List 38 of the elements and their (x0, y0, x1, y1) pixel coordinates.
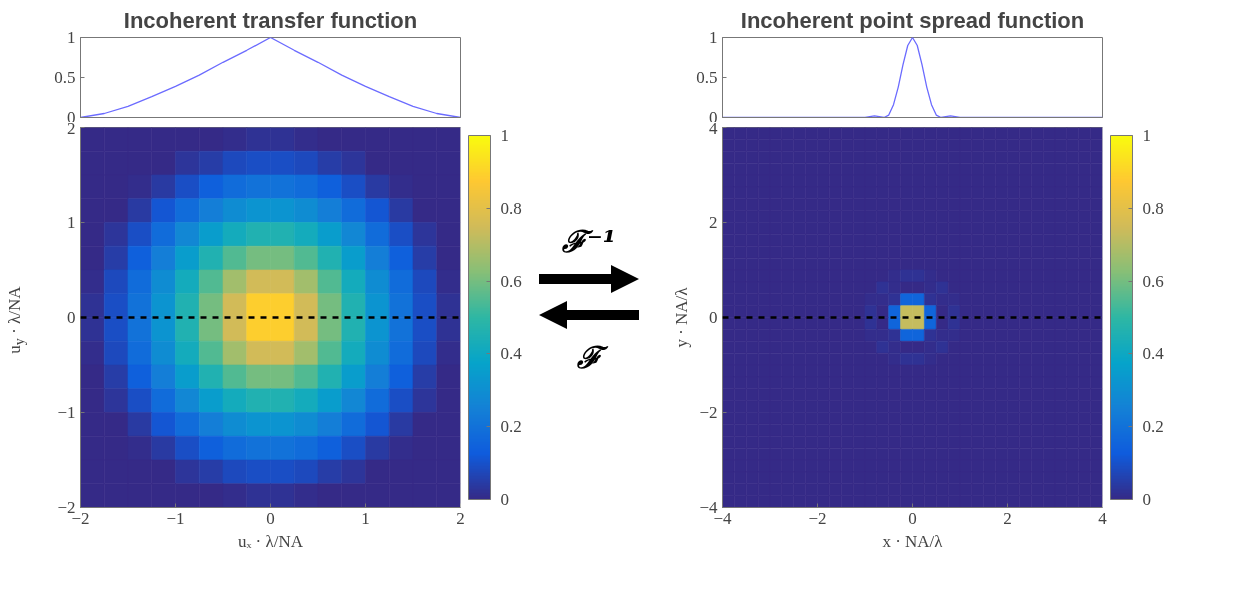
color-bar-label: 0.8 (500, 198, 522, 218)
color-bar-label: 0.8 (1142, 198, 1164, 218)
x-axis-title: x · NA/λ (882, 531, 944, 551)
x-tick-label: 2 (1003, 508, 1012, 528)
x-tick-label: 4 (1098, 508, 1108, 528)
x-tick-label: 0 (266, 508, 275, 528)
color-bar-label: 0.6 (500, 271, 522, 291)
y-tick-label: 0.5 (696, 68, 718, 87)
y-axis-title: y · NA/λ (672, 286, 692, 348)
color-bar-label: 0 (500, 490, 509, 509)
y-tick-label: 0.5 (54, 68, 76, 87)
color-bar-label: 0.4 (1142, 344, 1165, 364)
color-bar-label: 0.2 (500, 417, 522, 437)
color-bar-label: 0 (1142, 490, 1151, 509)
x-axis-title: uₓ · λ/NA (237, 531, 304, 551)
text: ℱ⁻¹ (561, 223, 617, 261)
y-tick-label: 1 (709, 28, 718, 47)
x-tick-label: 2 (456, 508, 465, 528)
chart-title: Incoherent point spread function (740, 7, 1085, 33)
y-tick-label: 0 (709, 308, 718, 327)
line-series (80, 37, 461, 118)
y-tick-label: 0 (67, 308, 76, 327)
color-bar-label: 0.4 (500, 344, 523, 364)
color-bar-label: 0.6 (1142, 271, 1164, 291)
x-tick-label: −1 (166, 508, 185, 528)
y-tick-label: −2 (699, 403, 718, 422)
y-tick-label: 1 (67, 28, 76, 47)
x-tick-label: 1 (361, 508, 370, 528)
y-tick-label: 1 (67, 213, 76, 232)
color-bar-label: 1 (500, 126, 509, 145)
y-tick-label: −1 (57, 403, 76, 422)
x-tick-label: 0 (908, 508, 917, 528)
text: ℱ (575, 339, 609, 377)
x-tick-label: −2 (808, 508, 827, 528)
y-tick-label: 2 (709, 213, 718, 232)
color-bar-label: 0.2 (1142, 417, 1164, 437)
color-bar-label: 1 (1142, 126, 1151, 145)
chart-title: Incoherent transfer function (123, 7, 418, 33)
